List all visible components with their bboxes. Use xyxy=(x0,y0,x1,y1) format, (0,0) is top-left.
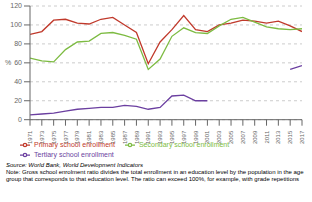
svg-text:40: 40 xyxy=(14,78,22,85)
svg-text:1983: 1983 xyxy=(98,130,104,144)
svg-text:2017: 2017 xyxy=(299,130,304,144)
svg-text:1995: 1995 xyxy=(169,130,175,144)
html-text:Primary school enrollment: Primary school enrollment xyxy=(34,140,115,148)
svg-text:1979: 1979 xyxy=(74,130,80,144)
svg-text:2003: 2003 xyxy=(216,130,222,144)
svg-text:1977: 1977 xyxy=(63,130,69,144)
svg-text:1981: 1981 xyxy=(86,130,92,144)
svg-text:2001: 2001 xyxy=(204,130,210,144)
svg-text:80: 80 xyxy=(14,40,22,47)
svg-text:1971: 1971 xyxy=(27,130,33,144)
svg-text:2011: 2011 xyxy=(264,130,270,144)
svg-text:1999: 1999 xyxy=(193,130,199,144)
svg-text:2005: 2005 xyxy=(228,130,234,144)
svg-text:1997: 1997 xyxy=(181,130,187,144)
html-text:Note: Gross school enrolment r: Note: Gross school enrolment ratio divid… xyxy=(6,169,304,175)
html-text:group that corresponds to that: group that corresponds to that education… xyxy=(6,176,300,182)
svg-text:%: % xyxy=(8,59,11,66)
html-text:Secondary school enrollment: Secondary school enrollment xyxy=(138,140,230,148)
html-text:Tertiary school enrollment: Tertiary school enrollment xyxy=(34,150,114,158)
svg-text:120: 120 xyxy=(10,2,22,9)
svg-text:1975: 1975 xyxy=(51,130,57,144)
svg-text:2013: 2013 xyxy=(275,130,281,144)
svg-text:1985: 1985 xyxy=(110,130,116,144)
svg-text:2007: 2007 xyxy=(240,130,246,144)
html-text:Source: World Bank, World Deve: Source: World Bank, World Development In… xyxy=(6,162,144,168)
svg-text:60: 60 xyxy=(14,59,22,66)
svg-text:1991: 1991 xyxy=(145,130,151,144)
svg-text:1989: 1989 xyxy=(134,130,140,144)
svg-text:2015: 2015 xyxy=(287,130,293,144)
svg-text:1987: 1987 xyxy=(122,130,128,144)
svg-text:0: 0 xyxy=(18,116,22,123)
svg-text:2009: 2009 xyxy=(252,130,258,144)
svg-text:100: 100 xyxy=(10,21,22,28)
svg-text:20: 20 xyxy=(14,97,22,104)
svg-text:1993: 1993 xyxy=(157,130,163,144)
svg-text:1973: 1973 xyxy=(39,130,45,144)
